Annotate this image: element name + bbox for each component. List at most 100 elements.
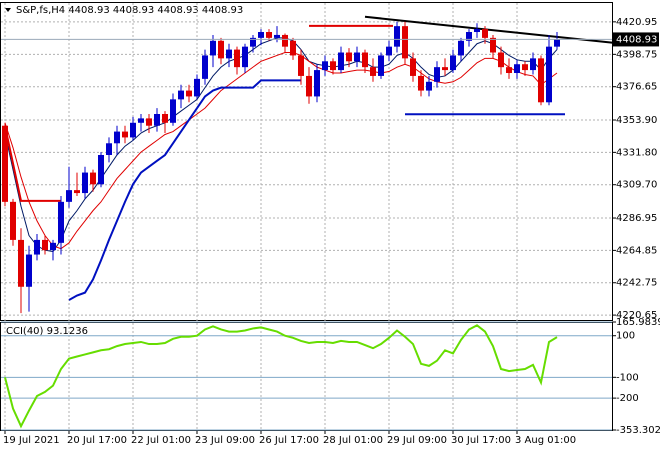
candle-body: [322, 61, 328, 71]
candle-body: [90, 172, 96, 185]
candle-body: [394, 26, 400, 47]
cci-title: CCI(40) 93.1236: [6, 326, 88, 337]
candle-body: [370, 67, 376, 76]
y-tick-label: 4398.75: [616, 49, 657, 60]
candle-body: [306, 75, 312, 97]
x-tick-label: 20 Jul 17:00: [67, 435, 127, 446]
y-tick-label: -353.3029: [616, 425, 660, 436]
candle-body: [458, 40, 464, 56]
candle-body: [18, 239, 24, 287]
y-tick-label: 4331.80: [616, 147, 657, 158]
candle-body: [474, 29, 480, 33]
candle-body: [546, 46, 552, 103]
candle-body: [178, 90, 184, 100]
candle-body: [250, 37, 256, 47]
candle-body: [234, 49, 240, 68]
y-tick-label: -200: [616, 393, 639, 404]
x-tick-label: 22 Jul 01:00: [131, 435, 191, 446]
y-tick-label: -100: [616, 372, 639, 383]
candle-body: [506, 67, 512, 74]
candle-body: [386, 46, 392, 56]
candle-body: [194, 78, 200, 97]
candle-body: [170, 99, 176, 123]
price-panel: [0, 2, 613, 321]
candle-body: [466, 32, 472, 41]
menu-arrow: [5, 8, 11, 12]
y-tick-label: 4242.75: [616, 278, 657, 289]
candle-body: [282, 34, 288, 47]
candle-body: [82, 172, 88, 194]
indicator-line: [4, 52, 558, 250]
y-tick-label: 4309.70: [616, 180, 657, 191]
y-tick-label: 4376.65: [616, 82, 657, 93]
candle-body: [482, 29, 488, 38]
candle-body: [114, 131, 120, 144]
x-tick-label: 26 Jul 17:00: [259, 435, 319, 446]
candle-body: [514, 64, 520, 74]
candle-body: [346, 52, 352, 62]
candle-body: [378, 55, 384, 76]
x-tick-label: 28 Jul 01:00: [323, 435, 383, 446]
candle-body: [490, 37, 496, 53]
candle-body: [146, 118, 152, 126]
y-tick-label: 165.9839: [616, 317, 660, 328]
candle-body: [98, 154, 104, 185]
candle-body: [418, 75, 424, 91]
candle-body: [226, 49, 232, 59]
drawn-line: [4, 125, 61, 202]
candle-body: [242, 46, 248, 68]
candle-body: [186, 90, 192, 97]
x-tick-label: 23 Jul 09:00: [195, 435, 255, 446]
candle-body: [50, 242, 56, 251]
candle-body: [162, 114, 168, 123]
x-tick-label: 19 Jul 2021: [3, 435, 60, 446]
candle-body: [538, 58, 544, 103]
candle-body: [258, 32, 264, 38]
candle-body: [2, 125, 8, 202]
y-tick-label: 4286.95: [616, 213, 657, 224]
x-tick-label: 3 Aug 01:00: [515, 435, 576, 446]
y-tick-label: 4264.85: [616, 245, 657, 256]
candle-body: [522, 64, 528, 71]
candle-body: [58, 201, 64, 243]
candle-body: [122, 131, 128, 138]
y-tick-label: 4353.90: [616, 115, 657, 126]
candle-body: [530, 58, 536, 71]
indicator-line: [68, 79, 301, 301]
drawn-line: [364, 15, 614, 44]
candle-body: [74, 190, 80, 194]
candle-body: [362, 52, 368, 68]
candle-body: [338, 52, 344, 71]
candle-body: [34, 239, 40, 255]
candle-body: [330, 61, 336, 71]
candle-body: [202, 55, 208, 79]
candle-body: [10, 201, 16, 240]
x-tick-label: 29 Jul 09:00: [387, 435, 447, 446]
candle-body: [66, 190, 72, 202]
candle-body: [26, 254, 32, 287]
candle-body: [314, 70, 320, 97]
candle-body: [42, 239, 48, 251]
candle-body: [554, 39, 560, 47]
cci-line: [4, 324, 558, 429]
candle-body: [410, 58, 416, 76]
candle-body: [210, 40, 216, 56]
candle-body: [154, 114, 160, 126]
candle-body: [218, 40, 224, 59]
chart-title: S&P,fs,H4 4408.93 4408.93 4408.93 4408.9…: [16, 5, 243, 16]
candle-body: [106, 143, 112, 155]
y-tick-label: 4220.65: [616, 310, 657, 321]
candle-body: [130, 122, 136, 138]
candle-body: [266, 32, 272, 38]
candle-body: [290, 40, 296, 56]
candle-body: [354, 52, 360, 62]
candle-body: [138, 118, 144, 123]
indicator-line: [4, 37, 558, 253]
candle-body: [498, 52, 504, 68]
x-tick-label: 30 Jul 17:00: [451, 435, 511, 446]
candle-body: [434, 67, 440, 82]
candle-body: [274, 34, 280, 38]
y-tick-label: 100: [616, 331, 635, 342]
candle-body: [442, 67, 448, 71]
